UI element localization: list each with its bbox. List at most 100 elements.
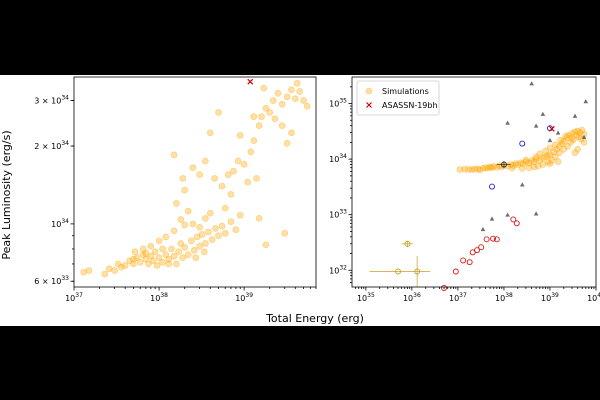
triangle-point [533,123,539,128]
legend-label: ASASSN-19bh [382,101,438,110]
simulation-point [221,204,229,212]
simulation-point [121,262,129,269]
simulation-point [554,158,562,165]
simulation-point [525,164,533,172]
x-tick-label: 1037 [449,292,467,303]
simulation-point [189,164,197,171]
simulation-point [211,175,218,182]
simulation-point [153,262,161,269]
x-axis-label: Total Energy (erg) [265,312,364,325]
simulation-point [303,103,311,110]
simulation-point [288,129,295,137]
simulation-point [227,191,235,198]
simulation-point [118,263,125,271]
figure: 1037 1038 1039 6 × 1033 1034 2 × 1034 3 × 1034… [0,75,600,326]
y-tick-label: 1032 [329,264,347,275]
simulation-point [218,222,226,230]
legend-box [356,80,440,116]
simulation-point [250,113,258,120]
simulation-point [253,175,260,182]
panel-right: 1035 1036 1037 1038 1039 1040 1032 1033 1034 1035… [329,76,600,303]
simulation-point [234,157,242,165]
simulation-point [165,255,173,263]
simulation-point [296,88,303,95]
y-axis-label: Peak Luminosity (erg/s) [0,130,13,259]
simulation-point [474,165,482,173]
simulation-point [522,156,530,164]
simulation-point [278,101,286,108]
simulation-point [181,186,188,194]
simulation-point [456,166,464,173]
simulation-point [557,136,564,144]
simulation-point [111,267,118,274]
simulation-point [173,200,180,207]
simulation-point [562,132,570,140]
simulation-point [260,84,268,92]
x-tick-label: 1039 [235,292,253,303]
simulation-point [548,157,556,164]
triangle-point [547,137,553,143]
simulation-point [155,254,163,261]
simulation-point [534,162,542,170]
simulation-point [236,132,244,139]
simulation-point [177,240,185,247]
simulation-point [247,148,255,156]
simulation-point [292,95,299,102]
simulation-point [255,122,263,129]
observed-point [404,240,411,247]
triangle-point [505,212,510,217]
simulation-point [221,229,229,237]
x-tick-label: 1038 [150,292,168,303]
simulation-point [262,104,270,112]
triangle-point [480,226,486,232]
simulation-point [170,227,178,235]
simulation-point [208,236,216,243]
simulation-point [196,224,203,231]
simulation-point [278,122,286,129]
simulation-point [184,207,192,215]
simulation-point [142,249,150,257]
simulation-point [532,153,540,161]
simulation-point [218,182,226,190]
simulation-point [465,166,472,173]
simulation-point [179,254,187,261]
simulation-point [145,260,152,268]
simulation-point [580,139,588,146]
simulation-point [546,144,554,152]
asassn-19bh-marker [548,125,555,132]
y-tick-label: 1035 [329,98,347,109]
simulation-point [196,242,203,250]
simulation-point [189,220,197,228]
simulation-point [147,242,155,250]
observed-point [466,259,473,266]
simulation-point [508,164,516,172]
triangle-point [581,134,587,139]
simulation-point [236,211,244,219]
legend-marker-simulations [365,87,373,95]
plot-area [74,77,316,287]
simulation-point [542,147,549,155]
y-tick-label: 6 × 1033 [34,275,69,286]
simulation-point [179,175,187,182]
simulation-point [202,215,209,222]
triangle-point [572,113,578,118]
observed-point [460,257,467,264]
simulation-point [130,260,137,268]
simulation-point [271,115,279,123]
simulation-point [262,241,270,249]
y-tick-label: 2 × 1034 [34,140,69,151]
observed-point [513,220,520,227]
simulation-point [131,248,139,256]
observed-point [395,268,401,275]
y-tick-label: 1033 [329,209,347,220]
simulation-point [258,113,265,120]
triangle-point [583,99,589,104]
simulation-point [165,260,173,268]
triangle-point [505,120,510,125]
simulation-point [149,257,157,265]
simulation-point [560,146,568,153]
triangle-point [533,211,539,216]
y-tick-label: 1034 [51,218,69,229]
simulation-point [532,155,540,163]
panel-left: 1037 1038 1039 6 × 1033 1034 2 × 1034 3 × 1034 [34,76,317,303]
